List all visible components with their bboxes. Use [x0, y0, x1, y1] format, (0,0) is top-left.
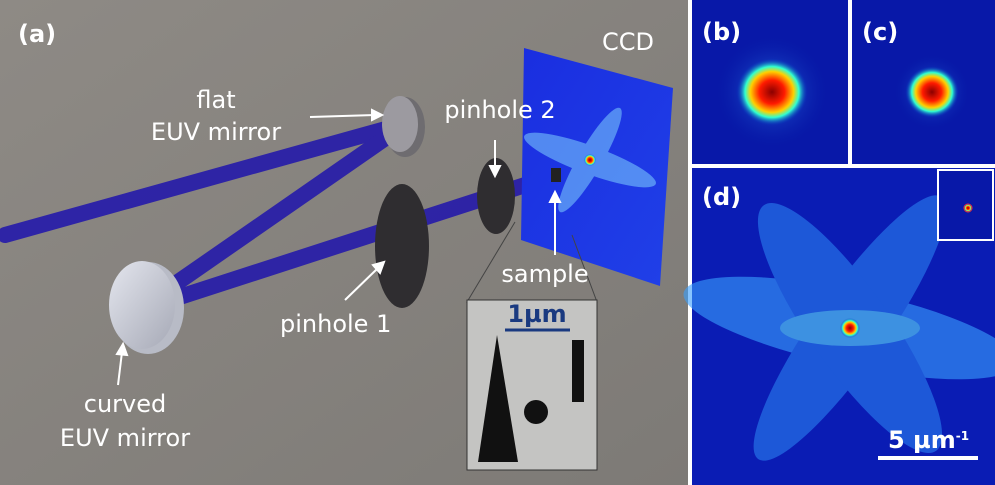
sample	[551, 168, 561, 182]
sem-circle	[524, 400, 548, 424]
curved-mirror	[109, 261, 175, 349]
pinhole-1	[375, 184, 429, 308]
scale-text: 5 µm	[888, 426, 956, 454]
figure: 1µm (a) flat EUV mirror pinhole 2 CCD pi…	[0, 0, 995, 485]
spot	[736, 58, 808, 126]
inset-spot	[964, 204, 972, 212]
inset-scale-label: 1µm	[507, 300, 566, 328]
scale-sup: -1	[956, 429, 969, 443]
panel-label: (a)	[18, 20, 56, 48]
label: EUV mirror	[60, 424, 190, 452]
label: pinhole 1	[280, 310, 391, 338]
ccd-spot	[584, 154, 596, 166]
sem-slot	[572, 340, 584, 402]
label: pinhole 2	[444, 96, 555, 124]
label: flat	[196, 86, 235, 114]
panel-label: (b)	[702, 18, 741, 46]
panel-label: (c)	[862, 18, 898, 46]
panel-label: (d)	[702, 183, 741, 211]
label: curved	[84, 390, 166, 418]
spot	[905, 66, 959, 118]
label: sample	[501, 260, 588, 288]
flat-mirror	[382, 96, 418, 152]
label: EUV mirror	[151, 118, 281, 146]
label: CCD	[602, 28, 654, 56]
spot	[840, 318, 860, 338]
